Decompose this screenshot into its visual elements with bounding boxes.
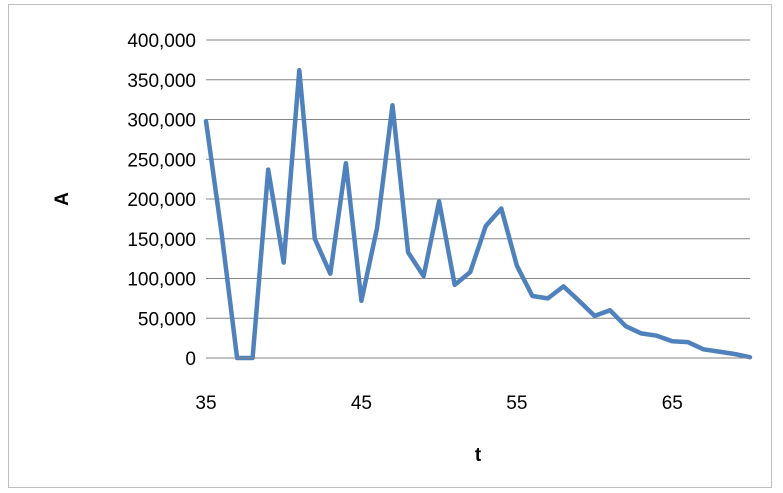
y-axis-title: A [52,192,73,206]
y-tick-label: 350,000 [127,71,196,92]
series-lines [203,67,753,361]
y-tick-label: 250,000 [127,150,196,171]
chart-frame [8,4,772,488]
series-line-0 [203,67,753,361]
y-tick-label: 0 [185,349,196,370]
y-tick-labels: 0 50,000 100,000 150,000 200,000 250,000 300,0… [127,31,196,370]
y-tick-label: 200,000 [127,190,196,211]
x-tick-labels: 35 45 55 65 [195,393,682,414]
y-tick-label: 100,000 [127,270,196,291]
x-tick-label: 65 [662,393,683,414]
y-tick-label: 50,000 [138,309,196,330]
x-tick-label: 55 [506,393,527,414]
x-tick-label: 35 [195,393,216,414]
y-tick-label: 400,000 [127,31,196,52]
grid-lines [206,39,750,319]
y-tick-label: 150,000 [127,230,196,251]
y-tick-label: 300,000 [127,111,196,132]
x-axis-title: t [475,445,482,466]
x-tick-label: 45 [351,393,372,414]
